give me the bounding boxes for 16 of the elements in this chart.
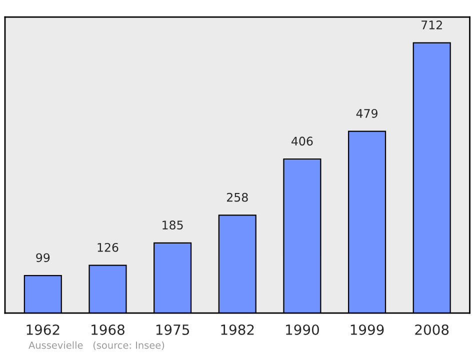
text: Aussevielle — [28, 341, 83, 349]
data-label: 185 — [162, 220, 183, 230]
data-label: 126 — [98, 242, 118, 252]
data-label: 258 — [226, 192, 248, 202]
x-tick-label: 1982 — [221, 324, 254, 335]
data-label: 406 — [292, 136, 313, 146]
data-label: 99 — [36, 253, 50, 262]
x-tick-label: 1975 — [156, 324, 190, 335]
x-tick-label: 1999 — [350, 324, 384, 335]
x-tick-label: 2008 — [415, 324, 449, 335]
data-label: 712 — [422, 20, 442, 30]
text: (source: Insee) — [93, 341, 164, 350]
x-tick-label: 1990 — [286, 324, 319, 335]
x-tick-label: 1962 — [26, 324, 60, 335]
data-label: 479 — [356, 108, 378, 118]
x-tick-label: 1968 — [92, 324, 124, 335]
